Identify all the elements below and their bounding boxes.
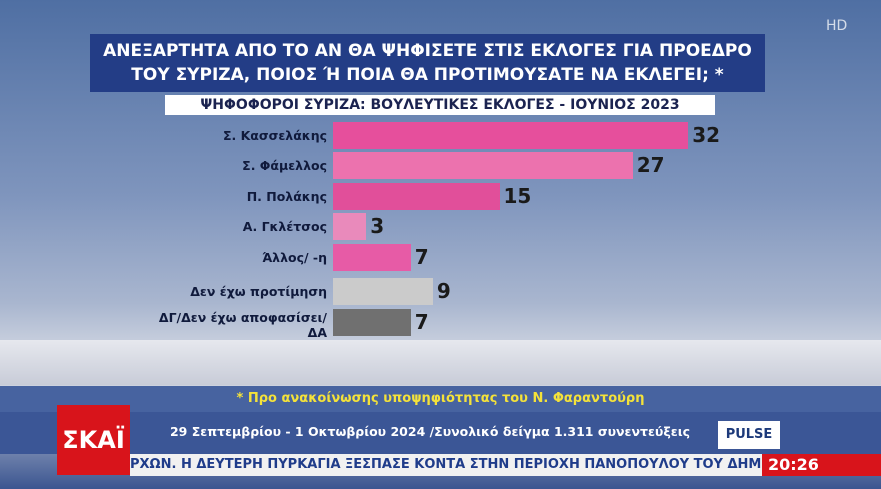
clock: 20:26 bbox=[762, 454, 881, 476]
value-label: 15 bbox=[503, 184, 532, 208]
value-label: 7 bbox=[414, 310, 429, 334]
bar bbox=[333, 213, 367, 240]
bar bbox=[333, 244, 411, 271]
hd-badge: HD bbox=[826, 18, 848, 34]
bar bbox=[333, 152, 633, 179]
pollster-logo: PULSE bbox=[718, 421, 780, 449]
stage-backdrop bbox=[0, 340, 881, 385]
chart-subtitle: ΨΗΦΟΦΟΡΟΙ ΣΥΡΙΖΑ: ΒΟΥΛΕΥΤΙΚΕΣ ΕΚΛΟΓΕΣ - … bbox=[165, 95, 715, 115]
category-label: Α. Γκλέτσος bbox=[242, 219, 327, 234]
category-label: Δεν έχω προτίμηση bbox=[190, 284, 327, 299]
bar bbox=[333, 309, 411, 336]
category-label: Π. Πολάκης bbox=[246, 189, 327, 204]
bar bbox=[333, 122, 689, 149]
footnote: * Προ ανακοίνωσης υποψηφιότητας του Ν. Φ… bbox=[0, 386, 881, 412]
category-label: Άλλος/ -η bbox=[262, 250, 327, 265]
value-label: 9 bbox=[436, 279, 451, 303]
category-label: Σ. Φάμελλος bbox=[242, 158, 327, 173]
channel-logo: ΣΚΑΪ bbox=[57, 405, 130, 475]
value-label: 3 bbox=[370, 214, 385, 238]
bar bbox=[333, 278, 433, 305]
bar bbox=[333, 183, 500, 210]
chart-title: ΑΝΕΞΑΡΤΗΤΑ ΑΠΟ ΤΟ ΑΝ ΘΑ ΨΗΦΙΣΕΤΕ ΣΤΙΣ ΕΚ… bbox=[90, 34, 765, 92]
sample-info: 29 Σεπτεμβρίου - 1 Οκτωβρίου 2024 /Συνολ… bbox=[169, 424, 690, 439]
value-label: 32 bbox=[692, 123, 721, 147]
category-label: Σ. Κασσελάκης bbox=[222, 128, 327, 143]
news-ticker: ΡΧΩΝ. Η ΔΕΥΤΕΡΗ ΠΥΡΚΑΓΙΑ ΞΕΣΠΑΣΕ ΚΟΝΤΑ Σ… bbox=[130, 454, 762, 476]
value-label: 7 bbox=[414, 245, 429, 269]
category-label: ΔΓ/Δεν έχω αποφασίσει/ ΔΑ bbox=[158, 310, 327, 340]
value-label: 27 bbox=[636, 153, 665, 177]
